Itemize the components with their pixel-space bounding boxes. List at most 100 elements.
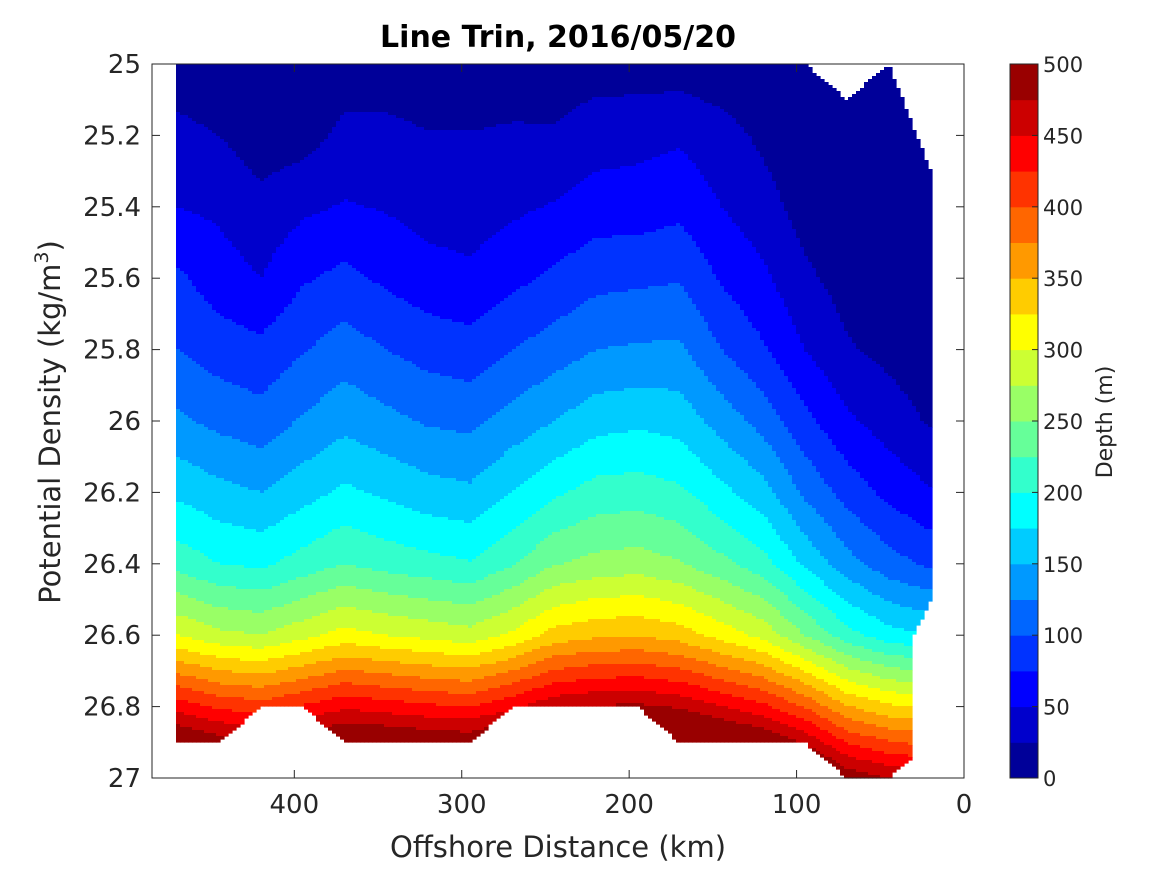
contour-cell <box>328 532 333 569</box>
contour-cell <box>452 556 457 584</box>
contour-cell <box>628 166 633 236</box>
contour-cell <box>700 592 705 614</box>
contour-cell <box>440 430 445 479</box>
contour-cell <box>416 703 421 716</box>
contour-cell <box>480 514 485 554</box>
contour-cell <box>764 580 769 602</box>
contour-cell <box>844 718 849 731</box>
colorbar-segment <box>1010 349 1038 386</box>
contour-cell <box>208 517 213 560</box>
contour-cell <box>744 460 749 503</box>
contour-cell <box>404 664 409 677</box>
contour-cell <box>180 271 185 353</box>
contour-cell <box>828 733 833 746</box>
contour-cell <box>688 355 693 404</box>
contour-cell <box>564 256 569 317</box>
contour-cell <box>920 148 925 422</box>
contour-cell <box>372 613 377 635</box>
contour-cell <box>508 658 513 671</box>
contour-cell <box>188 577 193 599</box>
contour-cell <box>180 574 185 596</box>
contour-cell <box>548 658 553 671</box>
contour-cell <box>612 652 617 665</box>
contour-cell <box>436 517 441 554</box>
contour-cell <box>696 613 701 635</box>
contour-cell <box>260 493 265 533</box>
contour-cell <box>496 541 501 572</box>
contour-cell <box>620 64 625 98</box>
contour-cell <box>268 610 273 632</box>
contour-cell <box>708 331 713 383</box>
contour-cell <box>604 169 609 239</box>
contour-cell <box>564 562 569 584</box>
contour-cell <box>672 583 677 605</box>
contour-cell <box>648 706 653 719</box>
contour-cell <box>272 526 277 566</box>
contour-cell <box>672 226 677 284</box>
contour-cell <box>456 643 461 656</box>
contour-cell <box>820 79 825 284</box>
contour-cell <box>720 208 725 287</box>
contour-cell <box>424 514 429 551</box>
contour-cell <box>760 340 765 392</box>
contour-cell <box>496 460 501 503</box>
contour-cell <box>712 679 717 692</box>
contour-cell <box>220 232 225 317</box>
contour-cell <box>908 400 913 470</box>
contour-cell <box>292 553 297 581</box>
contour-cell <box>852 556 857 584</box>
contour-cell <box>496 232 501 305</box>
contour-cell <box>460 718 465 734</box>
contour-cell <box>240 526 245 566</box>
contour-cell <box>596 64 601 98</box>
contour-cell <box>600 637 605 653</box>
contour-cell <box>300 622 305 641</box>
contour-cell <box>220 565 225 587</box>
contour-cell <box>340 439 345 485</box>
contour-cell <box>400 616 405 638</box>
contour-cell <box>848 745 853 758</box>
contour-cell <box>712 430 717 476</box>
contour-cell <box>904 754 909 764</box>
contour-cell <box>324 535 329 569</box>
contour-cell <box>800 694 805 707</box>
contour-cell <box>812 73 817 269</box>
contour-cell <box>260 334 265 395</box>
contour-cell <box>512 349 517 401</box>
contour-cell <box>372 535 377 572</box>
contour-cell <box>780 505 785 542</box>
contour-cell <box>344 670 349 683</box>
contour-cell <box>296 640 301 656</box>
contour-cell <box>248 331 253 392</box>
contour-cell <box>536 430 541 473</box>
contour-cell <box>556 697 561 707</box>
contour-cell <box>540 508 545 542</box>
contour-cell <box>688 235 693 299</box>
contour-cell <box>424 703 429 719</box>
contour-cell <box>404 415 409 464</box>
contour-cell <box>668 391 673 437</box>
contour-cell <box>412 511 417 548</box>
contour-cell <box>284 64 289 167</box>
contour-cell <box>568 640 573 656</box>
contour-cell <box>212 694 217 710</box>
contour-cell <box>872 637 877 653</box>
contour-cell <box>344 643 349 659</box>
contour-cell <box>840 754 845 767</box>
contour-cell <box>392 688 397 701</box>
contour-cell <box>808 505 813 542</box>
contour-cell <box>204 718 209 734</box>
contour-cell <box>844 754 849 770</box>
contour-cell <box>204 370 209 428</box>
contour-cell <box>752 247 757 329</box>
contour-cell <box>220 316 225 380</box>
contour-cell <box>520 679 525 695</box>
contour-cell <box>616 97 621 170</box>
colorbar-label: Depth (m) <box>1093 366 1118 479</box>
contour-cell <box>680 64 685 92</box>
contour-cell <box>244 646 249 662</box>
contour-cell <box>348 265 353 326</box>
contour-cell <box>876 535 881 572</box>
contour-cell <box>584 64 589 104</box>
contour-cell <box>824 694 829 707</box>
